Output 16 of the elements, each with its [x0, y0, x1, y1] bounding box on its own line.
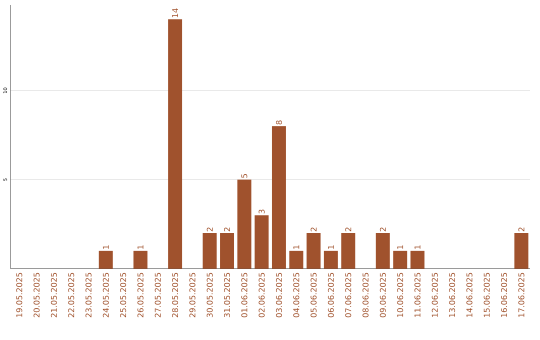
bar	[341, 233, 356, 269]
bar	[393, 251, 408, 269]
bar	[202, 233, 217, 269]
bar	[272, 126, 286, 269]
bar	[289, 251, 304, 269]
bar	[514, 233, 528, 269]
bar	[168, 19, 182, 269]
bar	[220, 233, 234, 269]
bar	[98, 251, 113, 269]
bar	[376, 233, 390, 269]
bar	[237, 180, 252, 269]
bar	[306, 233, 321, 269]
bar	[410, 251, 424, 269]
bar	[133, 251, 148, 269]
bar	[324, 251, 338, 269]
bar	[254, 215, 269, 269]
